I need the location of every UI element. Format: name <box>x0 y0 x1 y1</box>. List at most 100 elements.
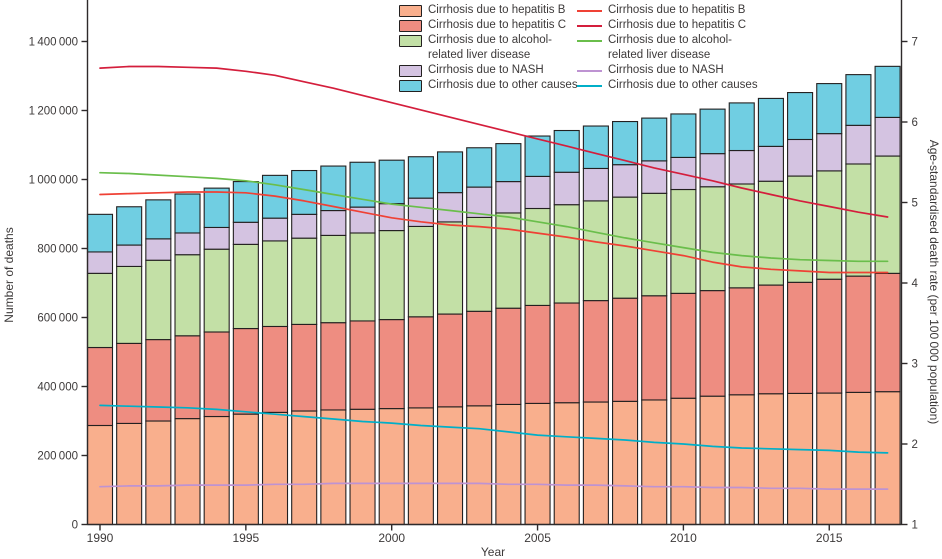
bar-segment <box>232 221 259 245</box>
left-tick-label: 600 000 <box>37 313 78 325</box>
x-tick-label: 2000 <box>378 531 405 545</box>
tick-labels-group: 0 200 000 400 000 600 000 800 000 1 000 000 1 … <box>29 37 919 546</box>
legend-swatch-icon <box>399 20 422 32</box>
left-tick-label: 200 000 <box>37 451 78 463</box>
bar-segment <box>553 129 580 173</box>
bar-segment <box>699 153 726 188</box>
bar-segment <box>670 188 697 294</box>
bar-segment <box>641 295 668 401</box>
right-tick-label: 1 <box>912 520 918 532</box>
bar-segment <box>378 319 405 410</box>
bar-segment <box>174 232 201 256</box>
bar-segment <box>757 145 784 182</box>
bar-segment <box>553 302 580 404</box>
bar-segment <box>874 391 901 526</box>
bar-segment <box>874 272 901 393</box>
bar-segment <box>699 290 726 397</box>
bar-segment <box>524 175 551 210</box>
right-tick-label: 7 <box>912 37 918 49</box>
bar-segment <box>116 206 143 246</box>
bar-segment <box>86 213 114 253</box>
bar-segment <box>86 424 114 526</box>
bar-segment <box>436 313 464 408</box>
left-tick-label: 1 400 000 <box>29 37 78 49</box>
legend-item: Cirrhosis due to other causes <box>577 78 758 93</box>
bar-segment <box>466 310 493 407</box>
right-tick-label: 6 <box>912 117 918 129</box>
bar-segment <box>582 401 609 526</box>
bar-segment <box>436 151 464 194</box>
bar-segment <box>816 133 843 172</box>
bar-segment <box>116 265 143 344</box>
bar-segment <box>874 116 901 157</box>
bar-segment <box>816 392 843 526</box>
left-tick-label: 400 000 <box>37 382 78 394</box>
legend-item-label: Cirrhosis due to hepatitis C <box>608 19 747 31</box>
bar-segment <box>787 281 814 394</box>
bar-segment <box>203 187 230 229</box>
bar-segment <box>232 181 259 223</box>
legend-item-label: Cirrhosis due to NASH <box>608 64 724 76</box>
bar-segment <box>495 143 522 183</box>
bar-segment <box>845 391 872 526</box>
right-tick-label: 5 <box>912 198 918 210</box>
bar-segment <box>407 156 434 199</box>
x-tick-label: 2010 <box>670 531 697 545</box>
bar-segment <box>670 397 697 526</box>
bar-segment <box>816 83 843 135</box>
legend-item: Cirrhosis due to other causes <box>399 78 578 93</box>
bar-segment <box>524 402 551 526</box>
legend-line-icon <box>577 25 602 27</box>
legend-item-label: Cirrhosis due to hepatitis C <box>428 19 567 31</box>
left-tick-label: 0 <box>72 520 78 532</box>
bar-segment <box>699 186 726 292</box>
bar-segment <box>436 221 464 315</box>
bar-segment <box>728 394 755 526</box>
bar-segment <box>291 169 318 215</box>
x-axis-title: Year <box>481 545 505 559</box>
bar-segment <box>553 204 580 304</box>
bar-segment <box>466 147 493 188</box>
bar-segment <box>757 97 784 147</box>
left-axis-title: Number of deaths <box>2 227 16 322</box>
legend-swatch-icon <box>399 5 422 17</box>
bar-segment <box>728 149 755 185</box>
bar-segment <box>320 165 347 212</box>
bar-segment <box>291 237 318 325</box>
trend-line <box>99 404 889 454</box>
bar-segment <box>174 335 201 420</box>
bar-segment <box>582 300 609 403</box>
legend-item: Cirrhosis due to hepatitis B <box>577 3 758 18</box>
right-axis-title: Age-standardised death rate (per 100 000… <box>927 140 941 425</box>
bar-segment <box>86 251 114 274</box>
bar-segment <box>378 408 405 526</box>
bar-segment <box>845 74 872 126</box>
legend-swatch-icon <box>399 35 422 47</box>
trend-line <box>99 482 889 490</box>
bar-segment <box>612 120 639 166</box>
trend-line <box>99 171 889 263</box>
bar-segment <box>670 113 697 158</box>
bar-segment <box>261 411 289 526</box>
bar-segment <box>757 393 784 526</box>
bar-segment <box>378 230 405 321</box>
bar-segment <box>174 193 201 234</box>
bar-segment <box>349 232 376 322</box>
legend-line-icon <box>577 85 602 87</box>
bar-segment <box>553 402 580 526</box>
legend-item: Cirrhosis due to hepatitis C <box>399 18 578 33</box>
bar-segment <box>261 240 289 328</box>
legend-item-label: Cirrhosis due to NASH <box>428 64 544 76</box>
bar-segment <box>582 200 609 302</box>
bar-segment <box>116 422 143 526</box>
bar-segment <box>612 297 639 402</box>
bar-segment <box>232 413 259 526</box>
bar-segment <box>436 406 464 526</box>
bar-segment <box>261 217 289 242</box>
trend-line <box>99 191 889 274</box>
bar-segment <box>320 234 347 324</box>
bar-segment <box>699 108 726 155</box>
x-tick-label: 2005 <box>524 531 551 545</box>
